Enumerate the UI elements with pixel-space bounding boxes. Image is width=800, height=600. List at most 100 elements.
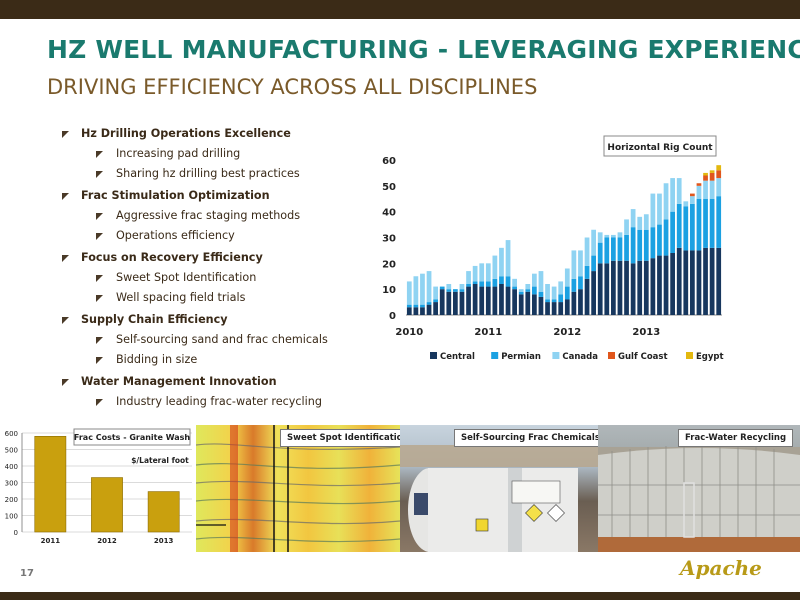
rig-bar-segment [630,209,636,228]
rig-bar-segment [571,250,577,279]
rig-bar-segment [716,165,722,171]
x-tick-label: 2013 [632,327,660,338]
legend-label: Gulf Coast [618,352,668,362]
legend-swatch [430,352,437,359]
rig-bar-segment [617,260,623,315]
page-number: 17 [20,568,34,579]
rig-bar-segment [624,260,629,315]
legend-label: Egypt [696,352,724,362]
rig-bar-segment [709,170,715,173]
rig-bar-segment [571,278,577,292]
rig-bar-segment [426,271,432,303]
sub-bullet: Self-sourcing sand and frac chemicals [62,330,362,350]
sub-bullet: Well spacing field trials [62,288,362,308]
rig-bar-segment [637,260,643,315]
legend-swatch [608,352,615,359]
rig-count-chart: Horizontal Rig Count 0 10 20 30 40 50 60 2010 20… [382,135,724,362]
rig-bar-segment [499,284,504,315]
rig-bar-segment [492,286,498,315]
frac-cost-chart: 0 100 200 300 400 500 600 2011 2012 2013 Frac Cos… [0,425,196,552]
y-tick-label: 500 [5,447,18,455]
rig-bar-segment [643,214,649,230]
rig-bar-segment [584,265,590,279]
rig-bar-segment [578,250,583,277]
rig-bar-segment [650,193,656,228]
rig-bar-segment [637,216,643,230]
rig-bar-segment [663,255,669,315]
rig-bar-segment [676,203,682,248]
rig-bar-segment [558,294,564,303]
bullet-arrow-icon [96,233,103,240]
rig-bar-segment [571,291,577,315]
rig-bar-segment [604,237,610,264]
rig-bar-segment [690,196,695,204]
bullet-arrow-icon [96,295,103,302]
bullet-supply: Supply Chain Efficiency [62,310,362,330]
rig-bar-segment [420,273,425,305]
bottom-bar [0,592,800,600]
y-tick-label: 400 [5,463,18,471]
sub-bullet: Aggressive frac staging methods [62,206,362,226]
rig-bar-segment [578,276,583,290]
bullet-arrow-icon [96,213,103,220]
sub-bullet: Sharing hz drilling best practices [62,164,362,184]
x-tick-label: 2013 [154,537,174,545]
chart-title: Frac Costs - Granite Wash [74,433,191,442]
y-tick-label: 60 [382,156,396,167]
rig-bar-segment [545,302,550,315]
rig-bar-segment [696,183,702,186]
rig-bar-segment [657,255,662,315]
rig-bar-segment [426,302,432,305]
rig-bar-segment [485,263,491,282]
rig-bar-segment [492,255,498,279]
rig-bar-segment [690,203,695,251]
rig-bar-segment [690,193,695,197]
rig-bar-segment [637,229,643,261]
rig-bar-segment [459,289,465,292]
rig-bar-segment [551,299,557,303]
bullet-water: Water Management Innovation [62,372,362,392]
slide-subtitle: DRIVING EFFICIENCY ACROSS ALL DISCIPLINE… [47,75,538,99]
legend-label: Canada [562,352,598,362]
bullet-list: Hz Drilling Operations Excellence Increa… [62,124,362,412]
rig-bar-segment [676,247,682,315]
y-tick-label: 100 [5,513,18,521]
bullet-drilling: Hz Drilling Operations Excellence [62,124,362,144]
rig-bar-segment [709,172,715,181]
rig-bar-segment [709,247,715,315]
y-tick-label: 600 [5,430,18,438]
rig-bar-segment [703,172,708,176]
bullet-arrow-icon [96,399,103,406]
top-bar [0,0,800,19]
rig-bar-segment [558,302,564,315]
rig-bar-segment [611,260,616,315]
rig-bar-segment [630,227,636,264]
rig-bar-segment [512,286,517,290]
rig-bar-segment [406,281,412,305]
bullet-frac: Frac Stimulation Optimization [62,186,362,206]
legend-swatch [552,352,560,359]
rig-bar-segment [446,291,452,315]
rig-bar-segment [670,211,675,253]
rig-bar-segment [446,284,452,290]
rig-bar-segment [439,289,445,315]
rig-bar-segment [670,253,675,315]
bullet-arrow-icon [62,255,69,262]
sub-bullet: Increasing pad drilling [62,144,362,164]
legend-swatch [491,352,499,359]
rig-bar-segment [479,286,485,315]
rig-bar-segment [499,247,504,277]
cost-bar [147,491,180,533]
rig-bar-segment [690,250,695,315]
rig-bar-segment [591,229,596,256]
rig-bar-segment [564,299,570,315]
rig-bar-segment [670,178,675,212]
rig-bar-segment [597,242,603,264]
rig-bar-segment [532,294,537,315]
rig-bar-segment [518,289,524,292]
rig-bar-segment [650,258,656,315]
apache-logo: Apache [680,556,762,580]
rig-bar-segment [420,307,425,315]
rig-bar-segment [472,265,478,282]
rig-bar-segment [433,299,438,303]
